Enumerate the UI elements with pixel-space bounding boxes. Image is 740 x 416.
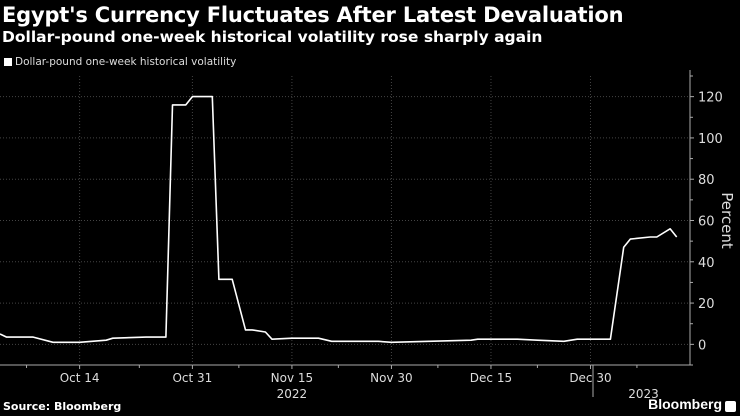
- x-tick-label: Oct 31: [172, 371, 212, 385]
- x-tick-label: Dec 15: [470, 371, 512, 385]
- y-tick-label: 0: [698, 338, 706, 353]
- y-tick-label: 20: [698, 297, 715, 312]
- y-tick-label: 60: [698, 215, 715, 230]
- volatility-line: [0, 95, 678, 344]
- legend-swatch: [4, 58, 12, 66]
- bloomberg-logo: Bloomberg: [648, 396, 722, 412]
- year-label: 2022: [277, 387, 308, 401]
- legend: Dollar-pound one-week historical volatil…: [4, 56, 236, 68]
- y-tick-label: 80: [698, 173, 715, 188]
- y-tick-label: 100: [698, 132, 723, 147]
- x-tick-label: Nov 30: [370, 371, 413, 385]
- y-tick-label: 120: [698, 91, 723, 106]
- source-note: Source: Bloomberg: [3, 400, 122, 413]
- year-label: 2023: [628, 387, 659, 401]
- legend-label: Dollar-pound one-week historical volatil…: [15, 56, 237, 68]
- y-axis-label: Percent: [718, 192, 736, 249]
- chart-title: Egypt's Currency Fluctuates After Latest…: [2, 3, 624, 27]
- y-tick-label: 40: [698, 256, 715, 271]
- bloomberg-chart-icon: [725, 401, 736, 412]
- chart-subtitle: Dollar-pound one-week historical volatil…: [2, 28, 543, 46]
- x-tick-label: Oct 14: [60, 371, 100, 385]
- x-tick-label: Dec 30: [569, 371, 611, 385]
- x-tick-label: Nov 15: [271, 371, 314, 385]
